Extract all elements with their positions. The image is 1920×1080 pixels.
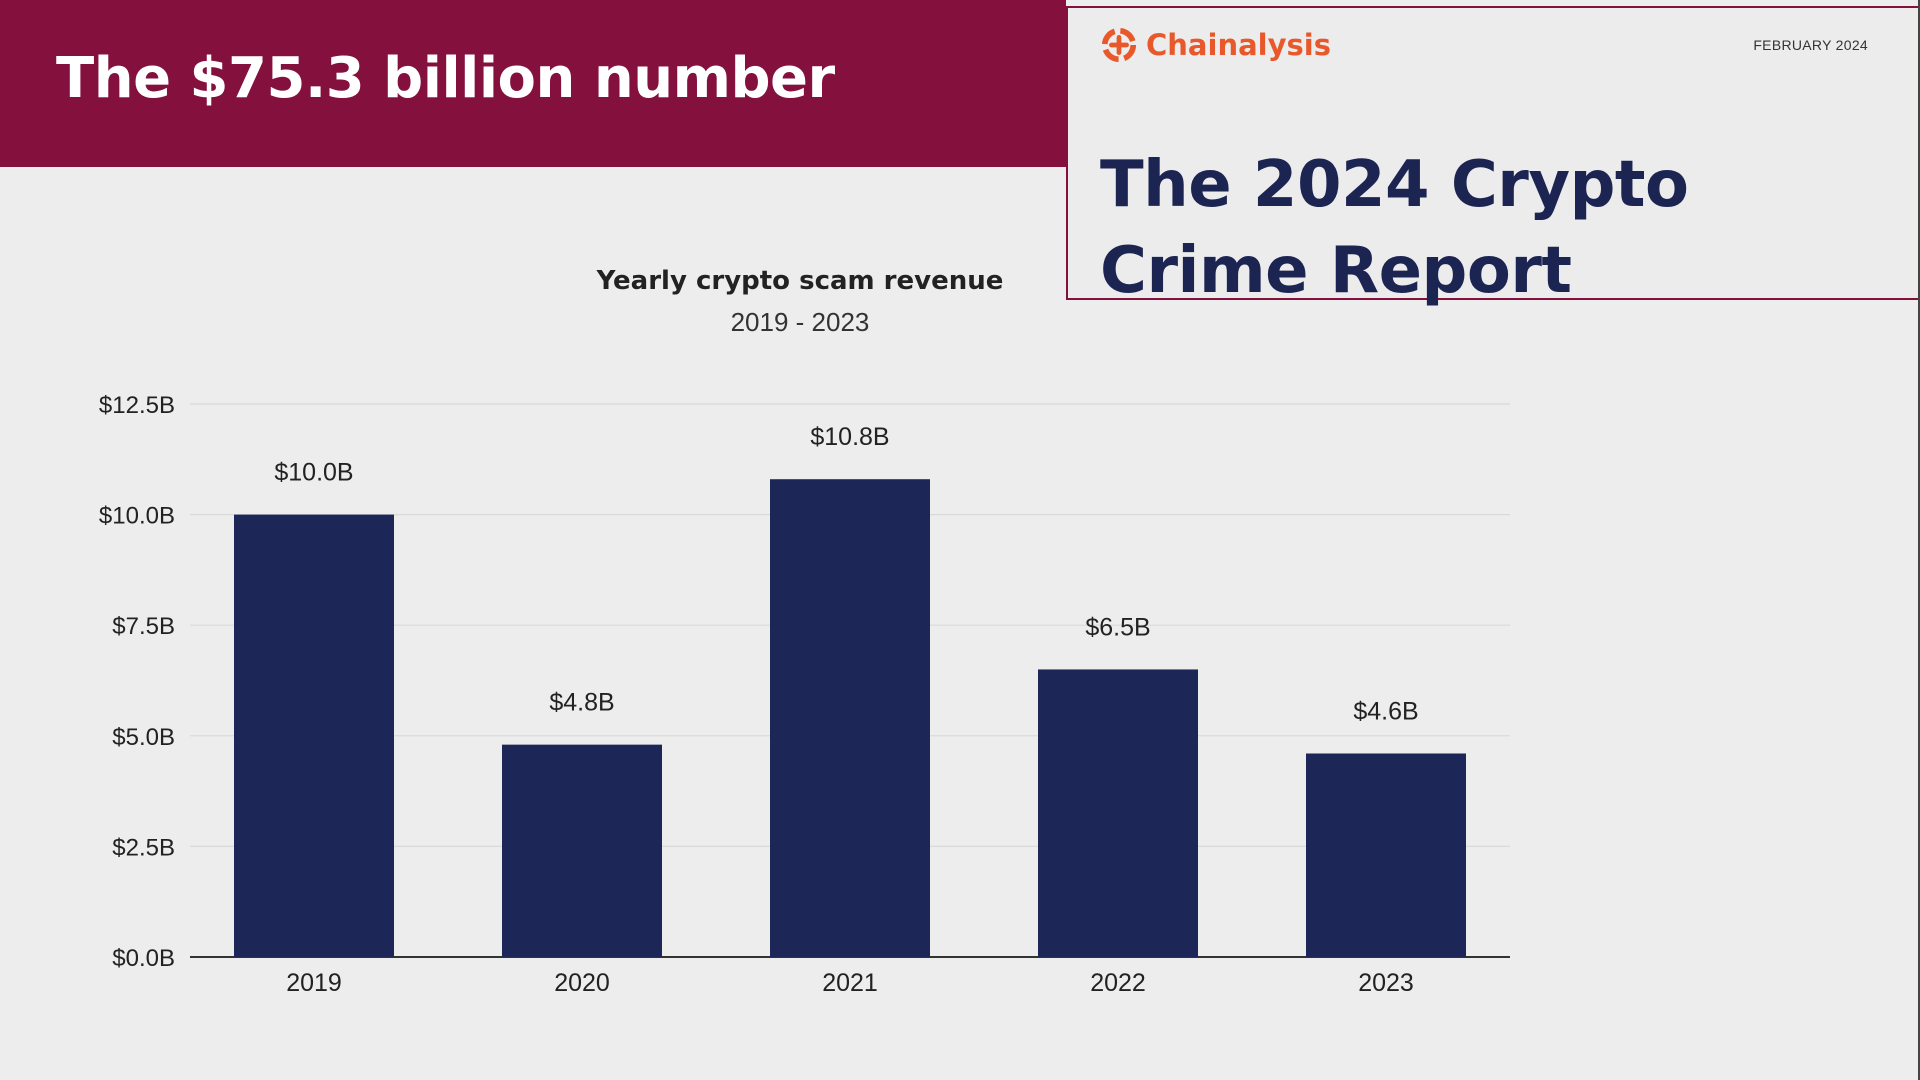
y-tick-label: $10.0B — [99, 503, 175, 530]
bar — [1306, 753, 1466, 957]
y-tick-label: $12.5B — [99, 392, 175, 419]
data-label: $10.8B — [810, 423, 889, 451]
brand: Chainalysis — [1100, 26, 1331, 64]
report-cover-card: Chainalysis FEBRUARY 2024 The 2024 Crypt… — [1066, 6, 1920, 308]
chart-title: Yearly crypto scam revenue — [596, 266, 1004, 296]
report-title-line-1: The 2024 Crypto — [1100, 148, 1689, 222]
data-label: $4.8B — [549, 689, 614, 717]
screen-right-edge — [1918, 0, 1920, 1080]
bar — [234, 514, 394, 957]
data-label: $6.5B — [1085, 613, 1150, 641]
report-date: FEBRUARY 2024 — [1753, 37, 1868, 53]
y-tick-label: $7.5B — [112, 613, 175, 640]
bar — [770, 479, 930, 957]
chainalysis-logo-icon — [1101, 27, 1137, 63]
y-tick-label: $0.0B — [112, 945, 175, 972]
report-title-line-2: Crime Report — [1100, 234, 1572, 308]
x-tick-label: 2019 — [286, 969, 342, 997]
data-label: $10.0B — [274, 459, 353, 487]
y-tick-label: $5.0B — [112, 724, 175, 751]
report-title: The 2024 Crypto Crime Report — [1100, 142, 1720, 314]
x-tick-label: 2022 — [1090, 969, 1146, 997]
y-tick-label: $2.5B — [112, 834, 175, 861]
card-top-rule — [1068, 6, 1920, 8]
x-tick-label: 2020 — [554, 969, 610, 997]
slide-header: The $75.3 billion number — [0, 0, 1066, 167]
bar — [1038, 669, 1198, 957]
x-tick-label: 2021 — [822, 969, 878, 997]
bar — [502, 744, 662, 957]
slide-title: The $75.3 billion number — [56, 46, 835, 111]
chart-subtitle: 2019 - 2023 — [730, 307, 870, 337]
brand-name: Chainalysis — [1146, 28, 1331, 62]
x-tick-label: 2023 — [1358, 969, 1414, 997]
data-label: $4.6B — [1353, 697, 1418, 725]
